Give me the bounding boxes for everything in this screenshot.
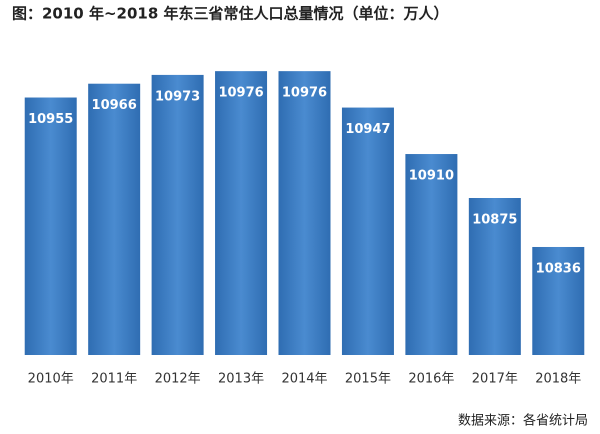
bar — [24, 97, 77, 356]
value-label: 10910 — [409, 169, 454, 184]
bar — [88, 83, 141, 355]
x-tick-label: 2012年 — [155, 372, 201, 387]
x-tick-label: 2015年 — [345, 372, 391, 387]
chart-title: 图：2010 年~2018 年东三省常住人口总量情况（单位：万人） — [12, 5, 449, 23]
value-label: 10836 — [536, 261, 581, 276]
bar — [532, 246, 585, 355]
value-label: 10966 — [92, 98, 137, 113]
value-label: 10955 — [28, 112, 73, 127]
value-label: 10947 — [345, 122, 390, 137]
x-tick-label: 2017年 — [472, 372, 518, 387]
bar — [341, 107, 394, 356]
x-tick-label: 2016年 — [408, 372, 454, 387]
x-tick-label: 2010年 — [28, 372, 74, 387]
value-label: 10976 — [282, 86, 327, 101]
x-tick-label: 2018年 — [535, 372, 581, 387]
value-label: 10976 — [218, 86, 263, 101]
bar — [468, 198, 521, 355]
x-tick-label: 2014年 — [281, 372, 327, 387]
value-label: 10875 — [472, 213, 517, 228]
bar — [151, 74, 204, 356]
source-note: 数据来源：各省统计局 — [458, 413, 588, 429]
x-tick-label: 2011年 — [91, 372, 137, 387]
value-label: 10973 — [155, 89, 200, 104]
x-tick-label: 2013年 — [218, 372, 264, 387]
bar — [215, 71, 268, 356]
bar — [405, 154, 458, 355]
bar — [278, 71, 331, 356]
